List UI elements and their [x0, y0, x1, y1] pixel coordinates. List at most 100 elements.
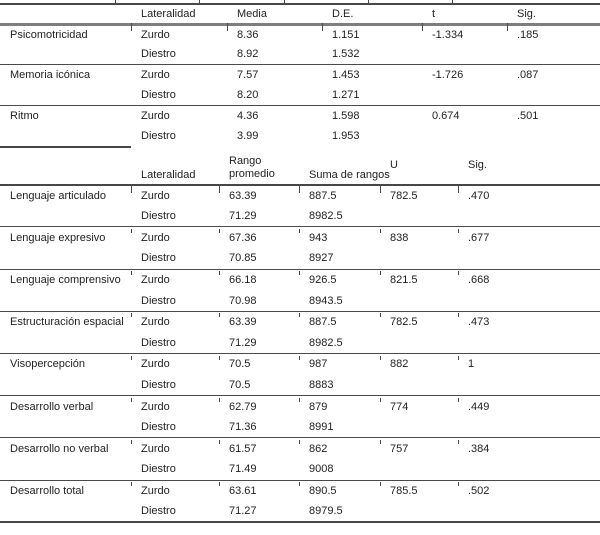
sig-cell [458, 206, 600, 227]
u-cell: 785.5 [380, 479, 458, 502]
suma-cell: 8991 [309, 421, 334, 434]
u-cell: 838 [380, 226, 458, 249]
media-cell: 8.92 [237, 48, 259, 61]
sig-cell: .473 [458, 310, 600, 333]
rango-cell: 61.57 [219, 437, 299, 459]
rango-promedio-line1: Rango [229, 154, 262, 167]
sig-cell: .501 [507, 104, 600, 126]
lat-cell: Zurdo [131, 226, 219, 249]
lat-cell: Zurdo [131, 395, 219, 417]
media-cell: 8.36 [237, 28, 259, 41]
suma-cell: 879 [299, 395, 380, 417]
suma-cell: 9008 [309, 463, 334, 476]
rango-cell: 63.39 [219, 310, 299, 333]
lat-cell: Diestro [141, 210, 176, 223]
media-cell: 3.99 [237, 129, 259, 142]
variable-name-cell: Psicomotricidad [10, 28, 88, 41]
rango-cell: 67.36 [219, 226, 299, 249]
table-row: Diestro 71.36 8991 [0, 417, 600, 438]
t-test-header-row: Lateralidad Media D.E. t Sig. [0, 4, 600, 26]
u-cell [380, 375, 458, 396]
lat-cell: Diestro [141, 463, 176, 476]
rango-cell: 71.29 [229, 210, 257, 223]
u-cell [380, 417, 458, 438]
t-test-header-media: Media [227, 4, 322, 26]
t-cell [422, 85, 507, 105]
variable-name-cell [0, 417, 131, 438]
sig-cell [458, 375, 600, 396]
u-cell: 882 [380, 353, 458, 375]
lat-cell: Diestro [141, 505, 176, 518]
rango-cell: 70.5 [229, 378, 251, 391]
variable-name-cell: Memoria icónica [0, 64, 131, 85]
de-cell: 1.953 [332, 129, 360, 142]
table-row: Diestro 71.29 8982.5 [0, 206, 600, 227]
suma-cell: 8883 [309, 378, 334, 391]
u-cell [380, 501, 458, 522]
sig-cell [458, 290, 600, 311]
table-row: Desarrollo total Zurdo 63.61 890.5 785.5.502 [0, 479, 600, 502]
de-cell: 1.151 [332, 28, 360, 41]
de-cell: 1.453 [322, 64, 422, 85]
suma-cell: 890.5 [299, 479, 380, 502]
u-cell: 774 [380, 395, 458, 417]
rango-cell: 62.79 [219, 395, 299, 417]
de-cell: 1.271 [332, 88, 360, 101]
table-row: Lenguaje articulado Zurdo 63.39 887.5 782.5.… [0, 185, 600, 206]
variable-name-cell: Desarrollo no verbal [0, 437, 131, 459]
variable-name-cell: Lenguaje comprensivo [0, 268, 131, 291]
rango-cell: 70.85 [229, 252, 257, 265]
sig-cell: 1 [458, 353, 600, 375]
mann-whitney-header-sig: Sig. [458, 146, 600, 186]
variable-name-cell [0, 44, 131, 64]
media-cell: 8.20 [237, 88, 259, 101]
sig-cell: .185 [517, 28, 539, 41]
lat-cell: Diestro [141, 88, 176, 101]
u-cell [380, 459, 458, 480]
media-cell: 7.57 [227, 64, 322, 85]
sig-cell [507, 44, 600, 64]
variable-name-cell [0, 290, 131, 311]
table-row: Diestro 70.5 8883 [0, 375, 600, 396]
u-cell: 782.5 [390, 189, 418, 202]
sig-cell: .668 [458, 268, 600, 291]
lat-cell: Diestro [141, 252, 176, 265]
suma-cell: 987 [299, 353, 380, 375]
table-row: Visopercepción Zurdo 70.5 987 882 1 [0, 353, 600, 375]
mann-whitney-header-rango-promedio: Rango promedio [219, 146, 299, 186]
variable-name-cell [0, 248, 131, 269]
table-row: Diestro 8.92 1.532 [0, 44, 600, 64]
u-cell: 757 [380, 437, 458, 459]
table-row: Desarrollo no verbal Zurdo 61.57 862 757.384 [0, 437, 600, 459]
suma-cell: 8943.5 [309, 294, 343, 307]
sig-cell: .502 [458, 479, 600, 502]
suma-cell: 862 [299, 437, 380, 459]
rango-cell: 63.39 [229, 189, 257, 202]
sig-cell [458, 248, 600, 269]
suma-cell: 8982.5 [309, 210, 343, 223]
variable-name-cell: Visopercepción [0, 353, 131, 375]
suma-cell: 8979.5 [309, 505, 343, 518]
variable-name-cell [0, 85, 131, 105]
t-test-table: Lateralidad Media D.E. t Sig. Psicomotri… [0, 3, 600, 146]
suma-cell: 8927 [309, 252, 334, 265]
table-row: Diestro 70.85 8927 [0, 248, 600, 269]
variable-name-cell: Ritmo [0, 104, 131, 126]
t-cell [422, 44, 507, 64]
table-row: Lenguaje comprensivo Zurdo 66.18 926.5 821.5… [0, 268, 600, 291]
mann-whitney-header-lateralidad: Lateralidad [131, 146, 219, 186]
lat-cell: Diestro [141, 336, 176, 349]
sig-cell [458, 459, 600, 480]
variable-name-cell [0, 501, 131, 522]
variable-name-cell [0, 206, 131, 227]
sig-cell [458, 417, 600, 438]
sig-cell [458, 501, 600, 522]
sig-cell: .677 [458, 226, 600, 249]
media-cell: 4.36 [227, 104, 322, 126]
mann-whitney-header-variable [0, 145, 131, 186]
variable-name-cell: Desarrollo verbal [0, 395, 131, 417]
table-row: Diestro 71.27 8979.5 [0, 501, 600, 522]
t-test-header-lateralidad: Lateralidad [131, 4, 227, 26]
u-cell [380, 248, 458, 269]
